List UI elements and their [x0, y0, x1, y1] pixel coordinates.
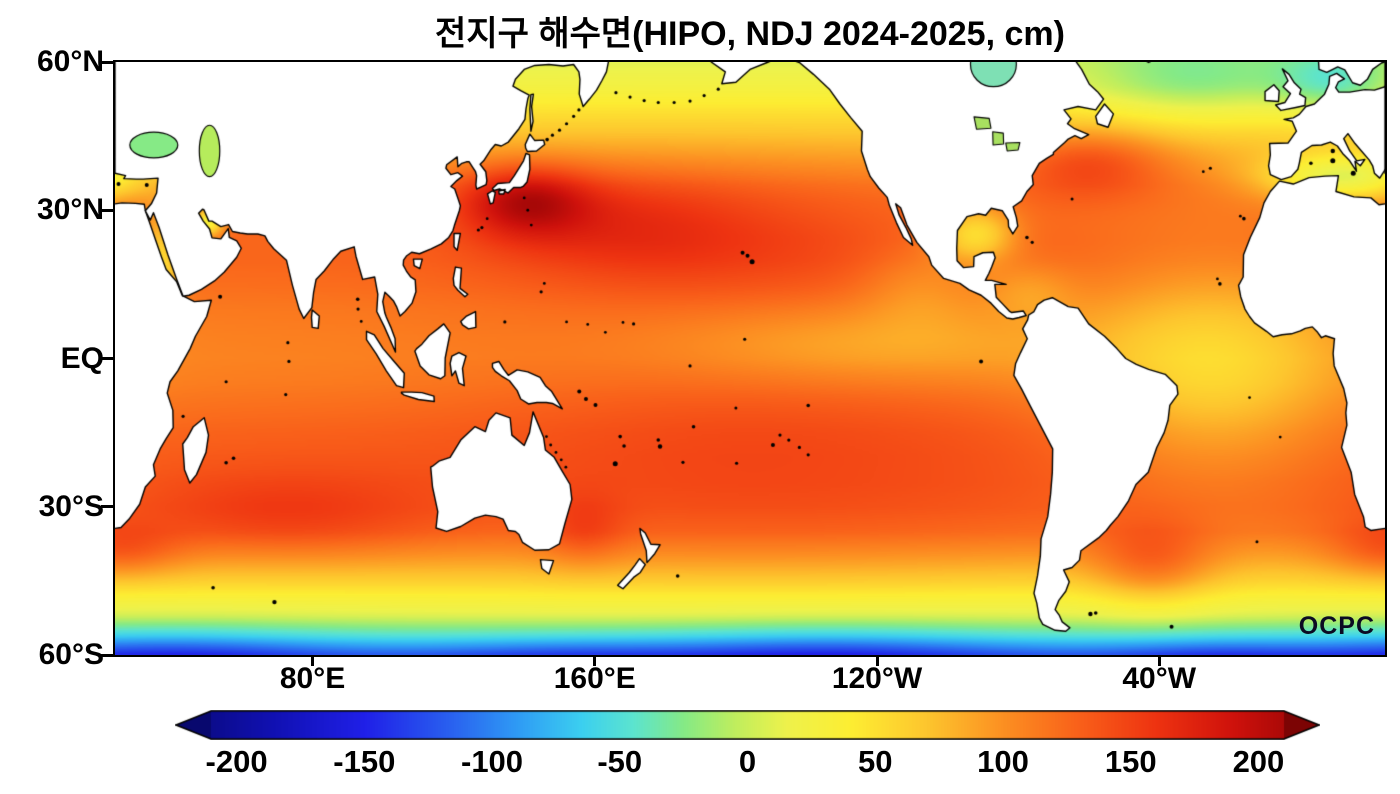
- colorbar-tick-label: -200: [205, 744, 268, 779]
- colorbar-tick-label: 0: [738, 744, 757, 779]
- colorbar-tick-label: -150: [333, 744, 396, 779]
- lat-tick-label: 30°S: [38, 489, 104, 523]
- lat-tick-label: 30°N: [36, 193, 104, 227]
- map-area: OCPC: [113, 60, 1387, 657]
- lon-tick-label: 160°E: [553, 662, 636, 695]
- lat-tick-mark: [101, 505, 113, 509]
- lat-tick-mark: [101, 653, 113, 657]
- lat-tick-label: 60°N: [36, 45, 104, 78]
- lon-tick-label: 80°E: [279, 662, 346, 695]
- lon-tick-mark: [593, 655, 597, 666]
- lat-tick-mark: [101, 60, 113, 64]
- chart-title: 전지구 해수면(HIPO, NDJ 2024-2025, cm): [435, 15, 1065, 53]
- lat-tick-label: 60°S: [38, 638, 104, 671]
- colorbar-tick-label: 150: [1104, 744, 1157, 779]
- colorbar-tick-label: 200: [1232, 744, 1285, 779]
- lon-tick-mark: [875, 655, 879, 666]
- world-heatmap-canvas: [115, 62, 1385, 655]
- lat-tick-mark: [101, 208, 113, 212]
- watermark: OCPC: [1298, 612, 1375, 640]
- lon-tick-label: 40°W: [1122, 662, 1197, 695]
- colorbar-tick-label: -50: [597, 744, 643, 779]
- lat-tick-mark: [101, 357, 113, 360]
- lon-tick-label: 120°W: [831, 662, 923, 695]
- lat-tick-label: EQ: [60, 341, 104, 375]
- colorbar-tick-label: 50: [857, 744, 893, 779]
- colorbar-canvas: [175, 710, 1320, 740]
- colorbar-tick-label: -100: [460, 744, 524, 779]
- lon-tick-mark: [1157, 655, 1161, 666]
- lon-tick-mark: [311, 655, 315, 666]
- colorbar-tick-label: 100: [977, 744, 1029, 779]
